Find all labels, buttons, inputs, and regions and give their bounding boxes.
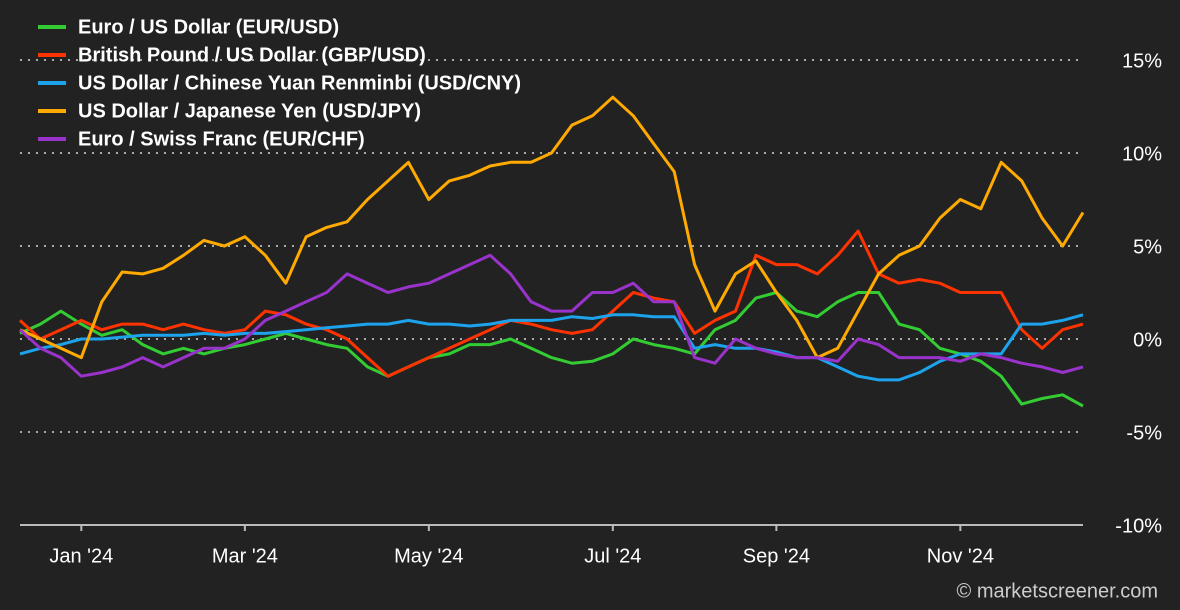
legend: Euro / US Dollar (EUR/USD) British Pound … (38, 16, 521, 150)
x-tick-label: Mar '24 (212, 545, 278, 567)
y-tick-label: 0% (1133, 329, 1162, 351)
x-tick-label: May '24 (394, 545, 463, 567)
legend-label: British Pound / US Dollar (GBP/USD) (78, 44, 426, 66)
legend-label: Euro / US Dollar (EUR/USD) (78, 16, 339, 38)
x-tick-label: Jan '24 (49, 545, 113, 567)
series-line (19, 95, 1085, 360)
series-line (18, 229, 1084, 378)
legend-label: US Dollar / Chinese Yuan Renminbi (USD/C… (78, 72, 521, 94)
x-tick-label: Jul '24 (584, 545, 641, 567)
y-tick-label: 10% (1122, 143, 1162, 165)
legend-label: Euro / Swiss Franc (EUR/CHF) (78, 128, 365, 150)
source-credit: © marketscreener.com (957, 580, 1158, 602)
legend-label: US Dollar / Japanese Yen (USD/JPY) (78, 100, 421, 122)
x-tick-label: Nov '24 (927, 545, 994, 567)
series-line (19, 313, 1084, 382)
y-tick-label: -10% (1115, 515, 1162, 537)
y-tick-label: 15% (1122, 50, 1162, 72)
y-tick-label: -5% (1126, 422, 1162, 444)
series-line (18, 253, 1084, 378)
x-tick-label: Sep '24 (743, 545, 810, 567)
y-tick-label: 5% (1133, 236, 1162, 258)
